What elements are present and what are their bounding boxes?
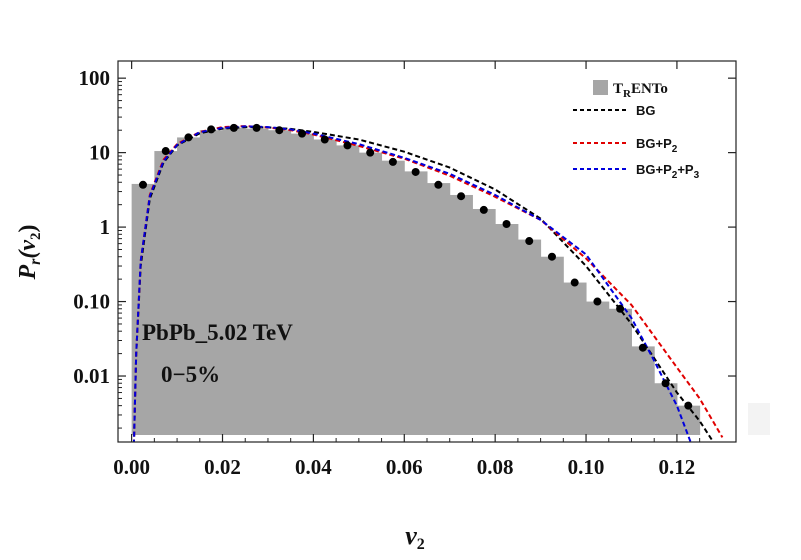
data-point	[502, 220, 511, 229]
histogram-bar	[563, 282, 587, 435]
y-tick-label: 0.10	[73, 290, 110, 314]
y-axis-ticks: 0.01 0.10 1 10 100	[73, 66, 736, 429]
data-point	[457, 192, 466, 201]
x-tick-label: 0.12	[659, 455, 696, 479]
data-point	[479, 205, 488, 214]
histogram-bar	[427, 183, 451, 435]
histogram-bar	[336, 145, 360, 435]
histogram-bar	[540, 256, 564, 435]
histogram-bar	[358, 152, 383, 435]
data-point	[184, 133, 193, 142]
curve-bg-p2-p3	[132, 125, 692, 442]
histogram-bar	[245, 128, 269, 435]
annotation-system: PbPb_5.02 TeV	[142, 320, 293, 345]
histogram-bar	[313, 139, 337, 435]
data-point	[366, 148, 375, 157]
legend-label-bg-p2: BG+P2	[636, 136, 678, 155]
data-point	[275, 126, 284, 135]
histogram-bar	[131, 183, 155, 435]
legend: TRENTo BG BG+P2 BG+P2+P3	[573, 80, 700, 181]
data-point	[252, 123, 261, 132]
histogram-bar	[608, 308, 632, 435]
x-tick-label: 0.02	[204, 455, 241, 479]
histogram-bar	[177, 137, 201, 435]
data-point	[616, 304, 625, 313]
data-point	[161, 147, 170, 156]
data-point	[138, 180, 147, 189]
histogram-bar	[290, 133, 314, 435]
data-point	[388, 157, 397, 166]
x-axis-ticks: 0.00 0.02 0.04 0.06 0.08 0.10 0.12	[113, 61, 701, 479]
histogram-bar	[404, 171, 428, 435]
x-tick-label: 0.04	[295, 455, 332, 479]
legend-label-trento: TRENTo	[613, 81, 668, 100]
histogram-bar	[222, 127, 246, 436]
x-tick-label: 0.00	[113, 455, 150, 479]
data-point	[207, 125, 216, 134]
data-point	[547, 252, 556, 261]
data-points	[138, 123, 693, 410]
blank-box	[748, 403, 770, 435]
histogram-bar	[676, 405, 701, 435]
y-tick-label: 1	[100, 215, 111, 239]
histogram-bar	[631, 346, 655, 435]
data-point	[343, 141, 352, 150]
histogram-bar	[267, 130, 292, 435]
data-point	[229, 123, 238, 132]
data-point	[298, 129, 307, 138]
histogram-bar	[154, 151, 178, 436]
data-point	[411, 167, 420, 176]
histogram-bar	[199, 130, 224, 435]
histogram-bar	[449, 194, 473, 435]
x-tick-label: 0.06	[386, 455, 423, 479]
x-axis-title: v2	[405, 521, 425, 553]
annotation-centrality: 0−5%	[161, 362, 220, 387]
x-tick-label: 0.08	[477, 455, 514, 479]
y-tick-label: 10	[89, 141, 110, 165]
histogram-bar	[495, 224, 519, 435]
legend-label-bg: BG	[636, 103, 656, 118]
histogram-bar	[381, 160, 405, 435]
data-point	[593, 297, 602, 306]
y-tick-label: 0.01	[73, 364, 110, 388]
y-axis-title: Pr(v2)	[15, 224, 44, 280]
data-point	[434, 180, 443, 189]
data-point	[570, 278, 579, 287]
data-point	[320, 135, 329, 144]
histogram-bar	[654, 383, 678, 435]
data-point	[661, 379, 670, 388]
histogram-bar	[517, 239, 542, 435]
data-point	[638, 343, 647, 352]
data-point	[684, 401, 693, 410]
y-tick-label: 100	[79, 66, 111, 90]
x-tick-label: 0.10	[568, 455, 605, 479]
curve-bg-p2	[132, 125, 724, 442]
histogram-bars	[131, 127, 701, 436]
legend-label-bg-p2-p3: BG+P2+P3	[636, 162, 700, 181]
histogram-bar	[586, 301, 610, 435]
histogram-bar	[472, 208, 496, 435]
data-point	[525, 237, 534, 246]
legend-swatch-trento	[593, 80, 608, 95]
